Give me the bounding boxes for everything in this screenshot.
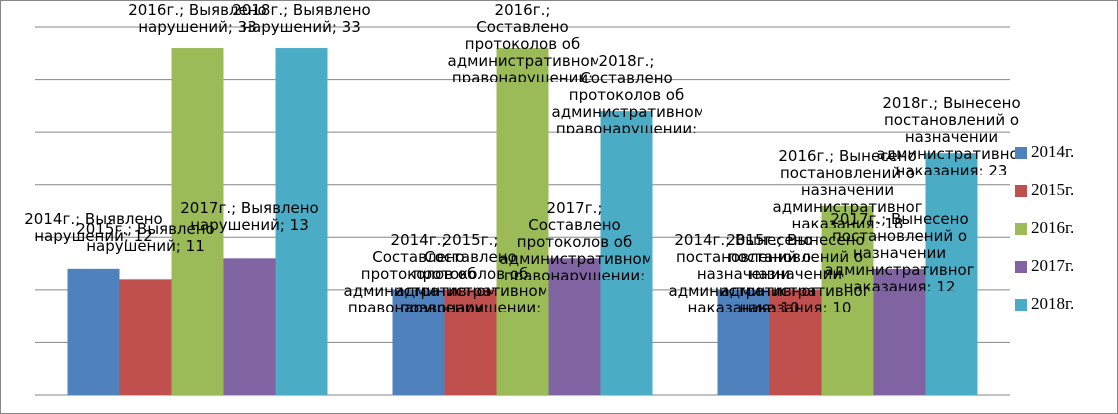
legend-label: 2014г. [1031, 142, 1074, 161]
data-label: 2017г.; Составлено протоколов об админис… [499, 200, 650, 281]
legend-label: 2015г. [1031, 180, 1074, 199]
data-label: 2017г.; Вынесено постановлений о назначе… [824, 210, 975, 291]
data-label: 2015г.; Выявлено нарушений; 11 [76, 221, 215, 256]
data-label-box: 2018г.; Составлено протоколов об админис… [552, 53, 702, 133]
legend-swatch [1015, 147, 1027, 159]
data-label-box: 2015г.; Составлено протоколов об админис… [396, 232, 546, 312]
data-label-box: 2016г.; Составлено протоколов об админис… [448, 2, 598, 82]
bar [873, 268, 926, 395]
data-label: 2015г.; Составлено протоколов об админис… [395, 231, 546, 312]
legend-swatch [1015, 299, 1027, 311]
data-label: 2018г.; Выявлено нарушений; 33 [232, 2, 371, 36]
data-label-box: 2018г.; Вынесено постановлений о назначе… [877, 95, 1027, 175]
data-label-box: 2015г.; Выявлено нарушений; 11 [76, 221, 215, 256]
data-label: 2014г.; Вынесено постановлений о назначе… [668, 231, 819, 312]
bar [275, 48, 328, 396]
bar [717, 289, 770, 395]
data-label-box: 2014г.; Выявлено нарушений; 12 [24, 210, 163, 245]
bar [821, 205, 874, 395]
data-label-box: 2016г.; Выявлено нарушений; 33 [128, 2, 267, 36]
data-label-box: 2016г.; Вынесено постановлений о назначе… [773, 148, 923, 228]
bar [223, 258, 276, 395]
data-label-box: 2014г.; Вынесено постановлений о назначе… [669, 232, 819, 312]
bar [925, 153, 978, 395]
bar [67, 268, 120, 395]
data-label: 2016г.; Составлено протоколов об админис… [447, 2, 598, 82]
bar [600, 111, 653, 395]
data-label: 2015г.; Вынесено постановлений о назначе… [720, 231, 871, 312]
data-label: 2014г.; Составлено протоколов об админис… [343, 231, 494, 312]
bar [548, 258, 601, 395]
bar [769, 289, 822, 395]
legend-swatch [1015, 185, 1027, 197]
data-label-box: 2017г.; Вынесено постановлений о назначе… [825, 211, 975, 291]
bar [171, 48, 224, 396]
data-label: 2016г.; Выявлено нарушений; 33 [128, 2, 267, 36]
legend-swatch [1015, 261, 1027, 273]
data-label-box: 2017г.; Составлено протоколов об админис… [500, 200, 650, 280]
data-label: 2018г.; Вынесено постановлений о назначе… [876, 95, 1027, 176]
legend-label: 2016г. [1031, 218, 1074, 237]
data-label-box: 2015г.; Вынесено постановлений о назначе… [721, 232, 871, 312]
data-label: 2017г.; Выявлено нарушений; 13 [180, 200, 319, 235]
data-label-box: 2018г.; Выявлено нарушений; 33 [232, 2, 371, 36]
legend-swatch [1015, 223, 1027, 235]
bar [444, 289, 497, 395]
bar [392, 289, 445, 395]
data-label-box: 2014г.; Составлено протоколов об админис… [344, 232, 494, 312]
bar [496, 48, 549, 396]
legend-label: 2018г. [1031, 294, 1074, 313]
data-label: 2016г.; Вынесено постановлений о назначе… [772, 147, 923, 228]
data-label: 2018г.; Составлено протоколов об админис… [551, 53, 702, 134]
legend-label: 2017г. [1031, 256, 1074, 275]
data-label: 2014г.; Выявлено нарушений; 12 [24, 210, 163, 245]
bar [119, 279, 172, 395]
data-label-box: 2017г.; Выявлено нарушений; 13 [180, 200, 319, 235]
